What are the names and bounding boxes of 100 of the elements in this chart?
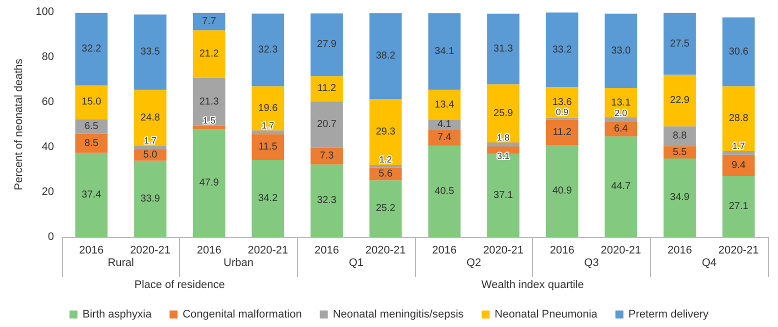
bar <box>546 144 578 237</box>
x-tick-label: 2020-21 <box>600 244 642 256</box>
data-label: 34.2 <box>258 193 278 204</box>
data-label: 1.2 <box>379 154 392 164</box>
data-label: 32.3 <box>258 44 278 56</box>
x-tick-label: 2020-21 <box>130 244 170 256</box>
bar <box>252 134 284 160</box>
bar <box>75 152 108 237</box>
data-label: 1.7 <box>144 136 157 146</box>
data-label: 6.5 <box>84 120 99 132</box>
x-tick-label: 2016 <box>196 244 222 256</box>
bar <box>604 118 638 122</box>
data-label: 5.5 <box>672 146 688 158</box>
bar <box>192 12 226 30</box>
data-label: 4.1 <box>437 119 452 130</box>
data-label: 37.1 <box>494 190 514 201</box>
y-tick-label: 40 <box>42 141 54 153</box>
data-label: 7.3 <box>320 150 334 162</box>
data-label: 21.3 <box>199 96 220 108</box>
y-tick-label: 20 <box>42 186 54 198</box>
data-label: 2.0 <box>614 108 628 118</box>
bar <box>428 129 461 146</box>
text: Q2 <box>466 257 482 269</box>
data-label: 30.6 <box>728 46 749 58</box>
bar <box>192 30 226 78</box>
bar <box>369 13 402 100</box>
bar <box>75 85 108 120</box>
bar <box>487 84 520 142</box>
data-label: 27.1 <box>728 201 749 212</box>
y-tick-label: 0 <box>48 231 54 243</box>
data-label: 7.7 <box>202 16 216 28</box>
bar <box>310 101 343 148</box>
data-label: 33.2 <box>552 44 572 56</box>
data-label: 33.9 <box>140 193 160 204</box>
data-label: 20.7 <box>317 119 337 130</box>
bar <box>546 12 578 88</box>
bar <box>487 154 520 237</box>
x-tick-label: 2020-21 <box>483 244 524 256</box>
data-label: 11.2 <box>317 83 337 94</box>
legend-label: Preterm delivery <box>628 308 709 320</box>
bar <box>369 165 402 168</box>
bar <box>664 12 696 75</box>
bar <box>664 74 696 126</box>
bar <box>664 146 696 158</box>
bar <box>310 164 343 237</box>
bar <box>664 158 696 237</box>
text: Wealth index quartile <box>481 279 584 291</box>
bar <box>192 78 226 126</box>
bar <box>428 90 461 120</box>
data-label: 1.5 <box>202 116 216 126</box>
data-label: 25.9 <box>494 108 514 119</box>
bar <box>722 17 755 86</box>
data-label: 5.6 <box>378 168 393 180</box>
data-label: 8.5 <box>84 138 99 149</box>
bar <box>75 12 108 86</box>
bar <box>604 14 638 88</box>
text: Rural <box>108 257 134 269</box>
data-label: 33.5 <box>140 46 160 58</box>
data-label: 8.8 <box>672 130 688 142</box>
bar <box>487 142 520 147</box>
bar <box>722 154 755 176</box>
bar <box>546 120 578 145</box>
data-label: 1.7 <box>732 140 745 151</box>
data-label: 11.5 <box>258 142 278 153</box>
bar <box>192 129 226 237</box>
data-label: 40.9 <box>552 185 572 196</box>
text: Q1 <box>348 257 364 269</box>
bar <box>134 14 166 90</box>
data-label: 1.7 <box>262 120 274 130</box>
bar <box>428 13 461 90</box>
x-tick-label: 2016 <box>668 244 692 256</box>
bar <box>310 13 343 76</box>
bar <box>604 122 638 136</box>
legend-label: Birth asphyxia <box>82 308 152 320</box>
legend-label: Congenital malformation <box>182 308 302 320</box>
x-tick-label: 2016 <box>79 244 104 256</box>
x-tick-label: 2016 <box>314 244 339 256</box>
bar <box>722 86 755 152</box>
bar <box>487 14 520 84</box>
bar <box>722 176 755 237</box>
data-label: 9.4 <box>732 160 746 171</box>
data-label: 6.4 <box>614 124 628 135</box>
data-label: 21.2 <box>199 48 220 60</box>
text: Place of residence <box>134 279 225 291</box>
data-label: 32.3 <box>317 195 337 206</box>
data-label: 13.6 <box>552 96 572 108</box>
legend-label: Neonatal meningitis/sepsis <box>332 308 464 320</box>
data-label: 34.1 <box>434 46 455 57</box>
data-label: 24.8 <box>140 112 160 124</box>
bar <box>134 160 166 237</box>
text: Urban <box>224 257 254 269</box>
data-label: 15.0 <box>82 96 102 108</box>
x-tick-label: 2016 <box>550 244 574 256</box>
bar <box>134 146 166 150</box>
legend-label: Neonatal Pneumonia <box>494 308 598 320</box>
x-tick-label: 2020-21 <box>248 244 288 256</box>
data-label: 34.9 <box>670 192 690 204</box>
data-label: 22.9 <box>670 95 690 106</box>
data-label: 3.1 <box>496 151 510 162</box>
data-label: 40.5 <box>434 186 455 197</box>
